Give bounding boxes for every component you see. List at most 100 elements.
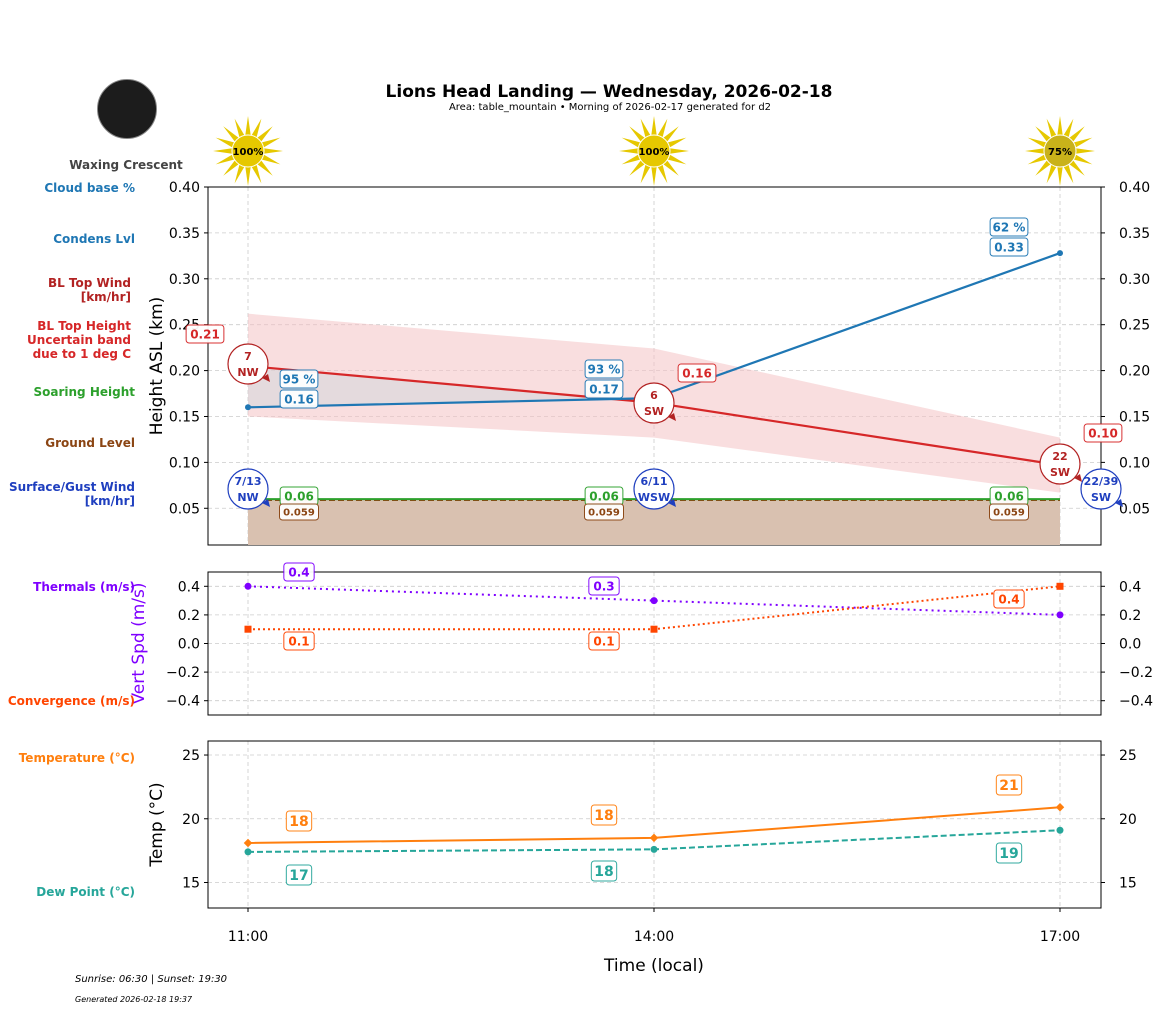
- sun-ray: [657, 118, 668, 138]
- thermals-point: [1056, 611, 1064, 619]
- dew-label: 19: [999, 846, 1018, 862]
- sun-ray: [667, 137, 687, 148]
- bl-wind-speed: 22: [1052, 450, 1067, 463]
- bl-wind-circle: [1039, 443, 1081, 485]
- y-tick-label-right: 0.0: [1119, 637, 1141, 653]
- ground-label-box: [584, 503, 624, 521]
- sun-cover-label: 100%: [233, 147, 264, 158]
- y-tick-label-right: 15: [1119, 876, 1137, 892]
- sun-ray: [215, 154, 235, 165]
- sun-ray: [1046, 164, 1057, 184]
- ground-label: 0.059: [283, 508, 315, 519]
- sun-icon: [1025, 116, 1095, 186]
- surface-wind-circle: [227, 468, 269, 510]
- y-axis-label: Temp (°C): [147, 782, 167, 867]
- y-tick-label: 0.2: [178, 608, 200, 624]
- surface-wind-arrow-icon: [1115, 499, 1123, 507]
- surface-wind-circle: [633, 468, 675, 510]
- surface-wind-speed: 6/11: [641, 475, 668, 488]
- thermals-label: 0.4: [288, 565, 309, 579]
- condens-label: 0.17: [589, 382, 619, 396]
- y-axis-label: Vert Spd (m/s): [129, 582, 149, 704]
- dew-label-box: [285, 864, 313, 886]
- bl-wind-circle: [227, 343, 269, 385]
- y-tick-label-right: 0.10: [1119, 455, 1150, 471]
- sun-ray: [223, 160, 239, 176]
- generated-timestamp: Generated 2026-02-18 19:37: [75, 995, 193, 1004]
- chart-subtitle: Area: table_mountain • Morning of 2026-0…: [448, 102, 772, 113]
- sunrise-sunset: Sunrise: 06:30 | Sunset: 19:30: [75, 974, 228, 985]
- condens-label-box: [989, 237, 1029, 257]
- condens-label-box: [584, 379, 624, 399]
- row-label-soaring: Soaring Height: [34, 385, 136, 399]
- sun-disc: [231, 134, 265, 168]
- y-tick-label: 0.40: [169, 180, 200, 196]
- x-tick-label: 14:00: [634, 929, 674, 945]
- row-label-bl-wind: BL Top Wind [km/hr]: [48, 276, 131, 304]
- sun-cover-label: 75%: [1048, 147, 1072, 158]
- convergence-label-box: [993, 589, 1025, 609]
- surface-wind-direction: SW: [1091, 491, 1111, 504]
- surface-wind-direction: NW: [237, 491, 258, 504]
- sun-ray: [663, 126, 679, 142]
- sun-ray: [1063, 164, 1074, 184]
- sun-ray: [1027, 154, 1047, 165]
- thermals-label-box: [588, 576, 620, 596]
- condens-label: 0.16: [284, 392, 314, 406]
- row-label-ground: Ground Level: [45, 436, 135, 450]
- sun-ray: [1073, 137, 1093, 148]
- y-tick-label-right: 0.40: [1119, 180, 1150, 196]
- temp-label: 21: [999, 778, 1018, 794]
- row-label-surface-wind: Surface/Gust Wind [km/hr]: [9, 480, 135, 508]
- soaring-label: 0.06: [589, 489, 619, 503]
- row-label-thermals: Thermals (m/s): [33, 580, 135, 594]
- y-tick-label-right: 0.20: [1119, 364, 1150, 380]
- convergence-label: 0.1: [593, 634, 614, 648]
- sun-ray: [651, 116, 657, 136]
- cloud-base-label-box: [989, 217, 1029, 237]
- convergence-point: [1056, 582, 1064, 590]
- sun-ray: [251, 164, 262, 184]
- thermals-point: [650, 597, 658, 605]
- bl-wind-direction: SW: [644, 405, 664, 418]
- y-tick-label: 25: [182, 748, 200, 764]
- y-tick-label-right: −0.4: [1119, 694, 1153, 710]
- row-label-bl-top: BL Top Height Uncertain band due to 1 deg …: [27, 319, 131, 361]
- surface-wind-arrow-icon: [668, 499, 676, 507]
- bl-wind-speed: 7: [244, 350, 252, 363]
- x-tick-label: 17:00: [1040, 929, 1080, 945]
- sun-ray: [223, 126, 239, 142]
- sun-ray: [651, 166, 657, 186]
- sun-ray: [263, 148, 283, 154]
- dew-point: [1056, 826, 1064, 834]
- bl-wind-circle: [633, 382, 675, 424]
- sun-ray: [1046, 118, 1057, 138]
- temp-label-box: [590, 804, 618, 826]
- soaring-label: 0.06: [994, 489, 1024, 503]
- sun-ray: [1057, 116, 1063, 136]
- sun-ray: [640, 118, 651, 138]
- y-tick-label: 0.10: [169, 455, 200, 471]
- surface-wind-arrow-icon: [262, 499, 270, 507]
- bl-wind-direction: SW: [1050, 466, 1070, 479]
- axes-frame: [207, 740, 1102, 909]
- convergence-point: [244, 625, 252, 633]
- thermals-label-box: [283, 562, 315, 582]
- cloud-base-label: 62 %: [993, 220, 1026, 234]
- bl-top-label-box: [185, 324, 225, 344]
- sun-ray: [621, 137, 641, 148]
- dew-label-box: [590, 860, 618, 882]
- condens-label: 0.33: [994, 240, 1024, 254]
- y-tick-label-right: 0.4: [1119, 579, 1141, 595]
- sun-ray: [215, 137, 235, 148]
- y-tick-label: −0.4: [166, 694, 200, 710]
- row-label-cloud-base: Cloud base %: [44, 181, 135, 195]
- temp-point: [243, 838, 253, 848]
- sun-ray: [663, 160, 679, 176]
- condens-point: [1057, 250, 1063, 257]
- condens-point: [245, 404, 251, 411]
- temp-label: 18: [289, 814, 308, 830]
- dew-point: [244, 848, 252, 856]
- surface-wind-circle: [1080, 468, 1122, 510]
- temp-point: [649, 833, 659, 843]
